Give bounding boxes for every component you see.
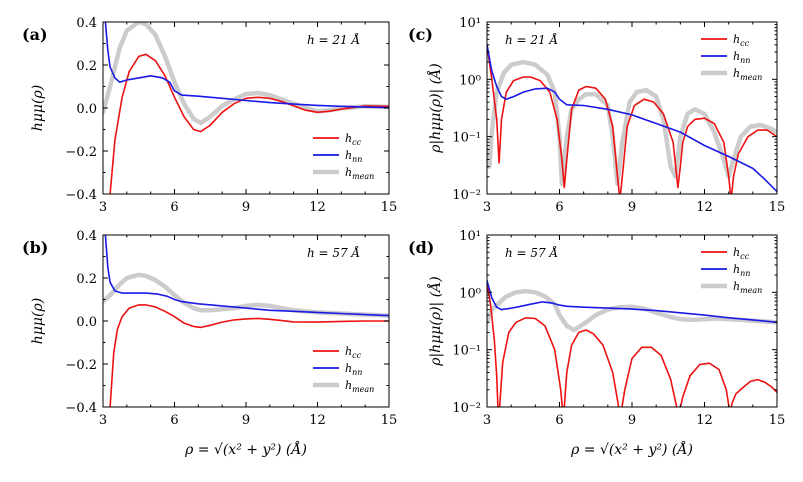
y-tick-label: 10⁰ (459, 286, 481, 301)
panel-a: 3 6 9 12 15 −0.4 −0.2 0.0 0.2 0.4 (a) h = 21 Å hcc hn… (22, 16, 397, 215)
series-h-cc-line (487, 281, 777, 407)
ylabel-a: hμμ(ρ) (30, 85, 46, 131)
series-h-nn-line (104, 235, 389, 317)
y-tick-label: 0.4 (76, 16, 97, 31)
y-tick-label: −0.4 (65, 401, 97, 416)
legend-label: hcc (733, 246, 750, 261)
y-tick-label: 10⁻² (452, 401, 481, 416)
ylabel-d: ρ|hμμ(ρ)| (Å) (426, 276, 444, 367)
x-tick-label: 15 (381, 200, 398, 215)
legend-label: hnn (345, 362, 362, 377)
x-tick-label: 3 (99, 200, 107, 215)
series-h-cc-line (109, 53, 389, 194)
legend-label: hmean (733, 67, 762, 82)
legend-label: hnn (733, 263, 750, 278)
x-tick-label: 3 (483, 413, 491, 428)
x-tick-label: 6 (555, 200, 563, 215)
x-tick-label: 12 (696, 200, 713, 215)
legend-label: hmean (345, 166, 374, 181)
xlabel-right: ρ = √(x² + y²) (Å) (570, 440, 693, 458)
xlabel-left: ρ = √(x² + y²) (Å) (184, 440, 307, 458)
x-tick-label: 9 (628, 413, 636, 428)
x-tick-label: 3 (483, 200, 491, 215)
series-h-cc-line (487, 43, 777, 194)
x-tick-label: 6 (555, 413, 563, 428)
y-tick-label: −0.2 (65, 358, 97, 373)
legend-label: hnn (345, 149, 362, 164)
legend-label: hnn (733, 50, 750, 65)
series-h-mean-line (487, 288, 777, 333)
panel-label: (b) (22, 238, 48, 257)
y-tick-label: 10⁰ (459, 73, 481, 88)
x-tick-label: 3 (99, 413, 107, 428)
series-h-nn-line (487, 279, 777, 324)
legend-label: hcc (345, 345, 362, 360)
y-tick-label: −0.4 (65, 188, 97, 203)
y-tick-label: 0.4 (76, 229, 97, 244)
panel-label: (c) (408, 25, 433, 44)
series-h-nn-line (104, 22, 389, 109)
panel-label: (d) (408, 238, 434, 257)
height-annotation: h = 21 Å (505, 32, 558, 47)
x-tick-label: 12 (309, 413, 326, 428)
x-tick-label: 15 (769, 413, 786, 428)
legend-label: hmean (733, 280, 762, 295)
series-h-cc-line (109, 304, 389, 407)
y-tick-label: 0.0 (76, 315, 97, 330)
x-tick-label: 6 (170, 413, 178, 428)
x-tick-label: 12 (696, 413, 713, 428)
axes-frame (486, 21, 778, 195)
ylabel-c: ρ|hμμ(ρ)| (Å) (426, 63, 444, 154)
y-tick-label: −0.2 (65, 145, 97, 160)
panel-label: (a) (22, 25, 48, 44)
y-tick-label: 0.0 (76, 102, 97, 117)
y-tick-label: 10⁻² (452, 188, 481, 203)
height-annotation: h = 57 Å (505, 245, 558, 260)
x-tick-label: 15 (381, 413, 398, 428)
y-tick-label: 10⁻¹ (452, 344, 481, 359)
series-h-mean-line (487, 59, 777, 187)
x-tick-label: 15 (769, 200, 786, 215)
y-tick-label: 0.2 (76, 272, 97, 287)
legend-label: hcc (733, 33, 750, 48)
y-tick-label: 0.2 (76, 59, 97, 74)
x-tick-label: 9 (242, 413, 250, 428)
legend-label: hcc (345, 132, 362, 147)
legend-label: hmean (345, 379, 374, 394)
x-tick-label: 6 (170, 200, 178, 215)
series-h-nn-line (487, 43, 777, 193)
y-tick-label: 10¹ (459, 16, 481, 31)
height-annotation: h = 57 Å (307, 245, 360, 260)
x-tick-label: 9 (628, 200, 636, 215)
panel-d: 3 6 9 12 15 10⁻² 10⁻¹ 10⁰ 10¹ (d) h = 57 Å hcc hnn hm… (408, 229, 785, 428)
x-tick-label: 9 (242, 200, 250, 215)
y-tick-label: 10⁻¹ (452, 131, 481, 146)
series-h-mean-line (103, 272, 389, 318)
panel-b: 3 6 9 12 15 −0.4 −0.2 0.0 0.2 0.4 (b) h = 57 Å hcc hn… (22, 229, 397, 428)
panel-c: 3 6 9 12 15 10⁻² 10⁻¹ 10⁰ 10¹ (c) h = 21 Å hcc hnn hm… (408, 16, 785, 215)
ylabel-b: hμμ(ρ) (30, 298, 46, 344)
height-annotation: h = 21 Å (307, 32, 360, 47)
x-tick-label: 12 (309, 200, 326, 215)
y-tick-label: 10¹ (459, 229, 481, 244)
